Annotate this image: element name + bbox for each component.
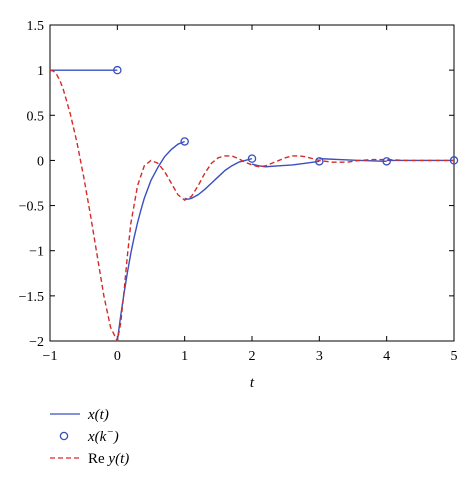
legend-entry-x-t: x(t) [50, 407, 109, 423]
series-x-t-segment-1 [116, 140, 185, 342]
x-tick-label: 0 [114, 349, 121, 364]
x-tick-label: 2 [249, 349, 256, 364]
y-tick-label: −0.5 [19, 200, 44, 215]
y-tick-label: −2 [29, 335, 44, 350]
y-tick-label: 1.5 [27, 19, 45, 34]
legend-label-x-k-end: ) [113, 429, 119, 445]
legend-label-x-t: x(t) [87, 407, 109, 423]
legend-label-re: Re [88, 451, 105, 467]
legend-label-re-y: Re y(t) [88, 451, 129, 467]
series-x-k-marker [113, 65, 122, 75]
x-axis-label: t [250, 375, 255, 391]
legend-entry-re-y: Re y(t) [50, 451, 129, 467]
series-re-y-line [49, 69, 454, 342]
axes-box [49, 24, 455, 342]
legend: x(t) x(k−) Re y(t) [50, 407, 129, 467]
y-tick-label: 0 [37, 154, 44, 169]
ticks [49, 24, 455, 342]
tick-labels: −1 0 1 2 3 4 5 −2 −1.5 −1 −0.5 0 0.5 1 1.5 [19, 19, 458, 364]
y-tick-label: −1.5 [19, 290, 44, 305]
series-x-k-marker [449, 156, 459, 165]
legend-swatch-x-k [59, 431, 69, 441]
series-layer [49, 65, 459, 342]
y-tick-label: 1 [37, 64, 44, 79]
series-x-k-marker [315, 157, 324, 166]
legend-entry-x-k: x(k−) [59, 426, 119, 445]
legend-label-x-k: x(k−) [87, 426, 119, 445]
legend-label-x-k-sup: − [106, 426, 113, 438]
series-x-t-segment-2 [184, 157, 253, 200]
series-x-k-marker [247, 154, 257, 163]
x-tick-label: 5 [451, 349, 458, 364]
y-tick-label: 0.5 [27, 109, 45, 124]
x-tick-label: 1 [181, 349, 188, 364]
series-x-t-segment-4 [319, 157, 387, 163]
series-x-k-marker [382, 157, 391, 166]
plot-area: −1 0 1 2 3 4 5 −2 −1.5 −1 −0.5 0 0.5 1 1.5 [19, 19, 459, 364]
x-tick-label: 3 [316, 349, 323, 364]
x-tick-label: −1 [43, 349, 58, 364]
series-x-t-segment-3 [251, 160, 320, 168]
series-x-k-marker [180, 137, 189, 146]
legend-label-x-k-main: x(k [87, 429, 107, 445]
legend-label-re-y-rest: y(t) [106, 451, 129, 467]
x-tick-label: 4 [383, 349, 390, 364]
y-tick-label: −1 [29, 245, 44, 260]
